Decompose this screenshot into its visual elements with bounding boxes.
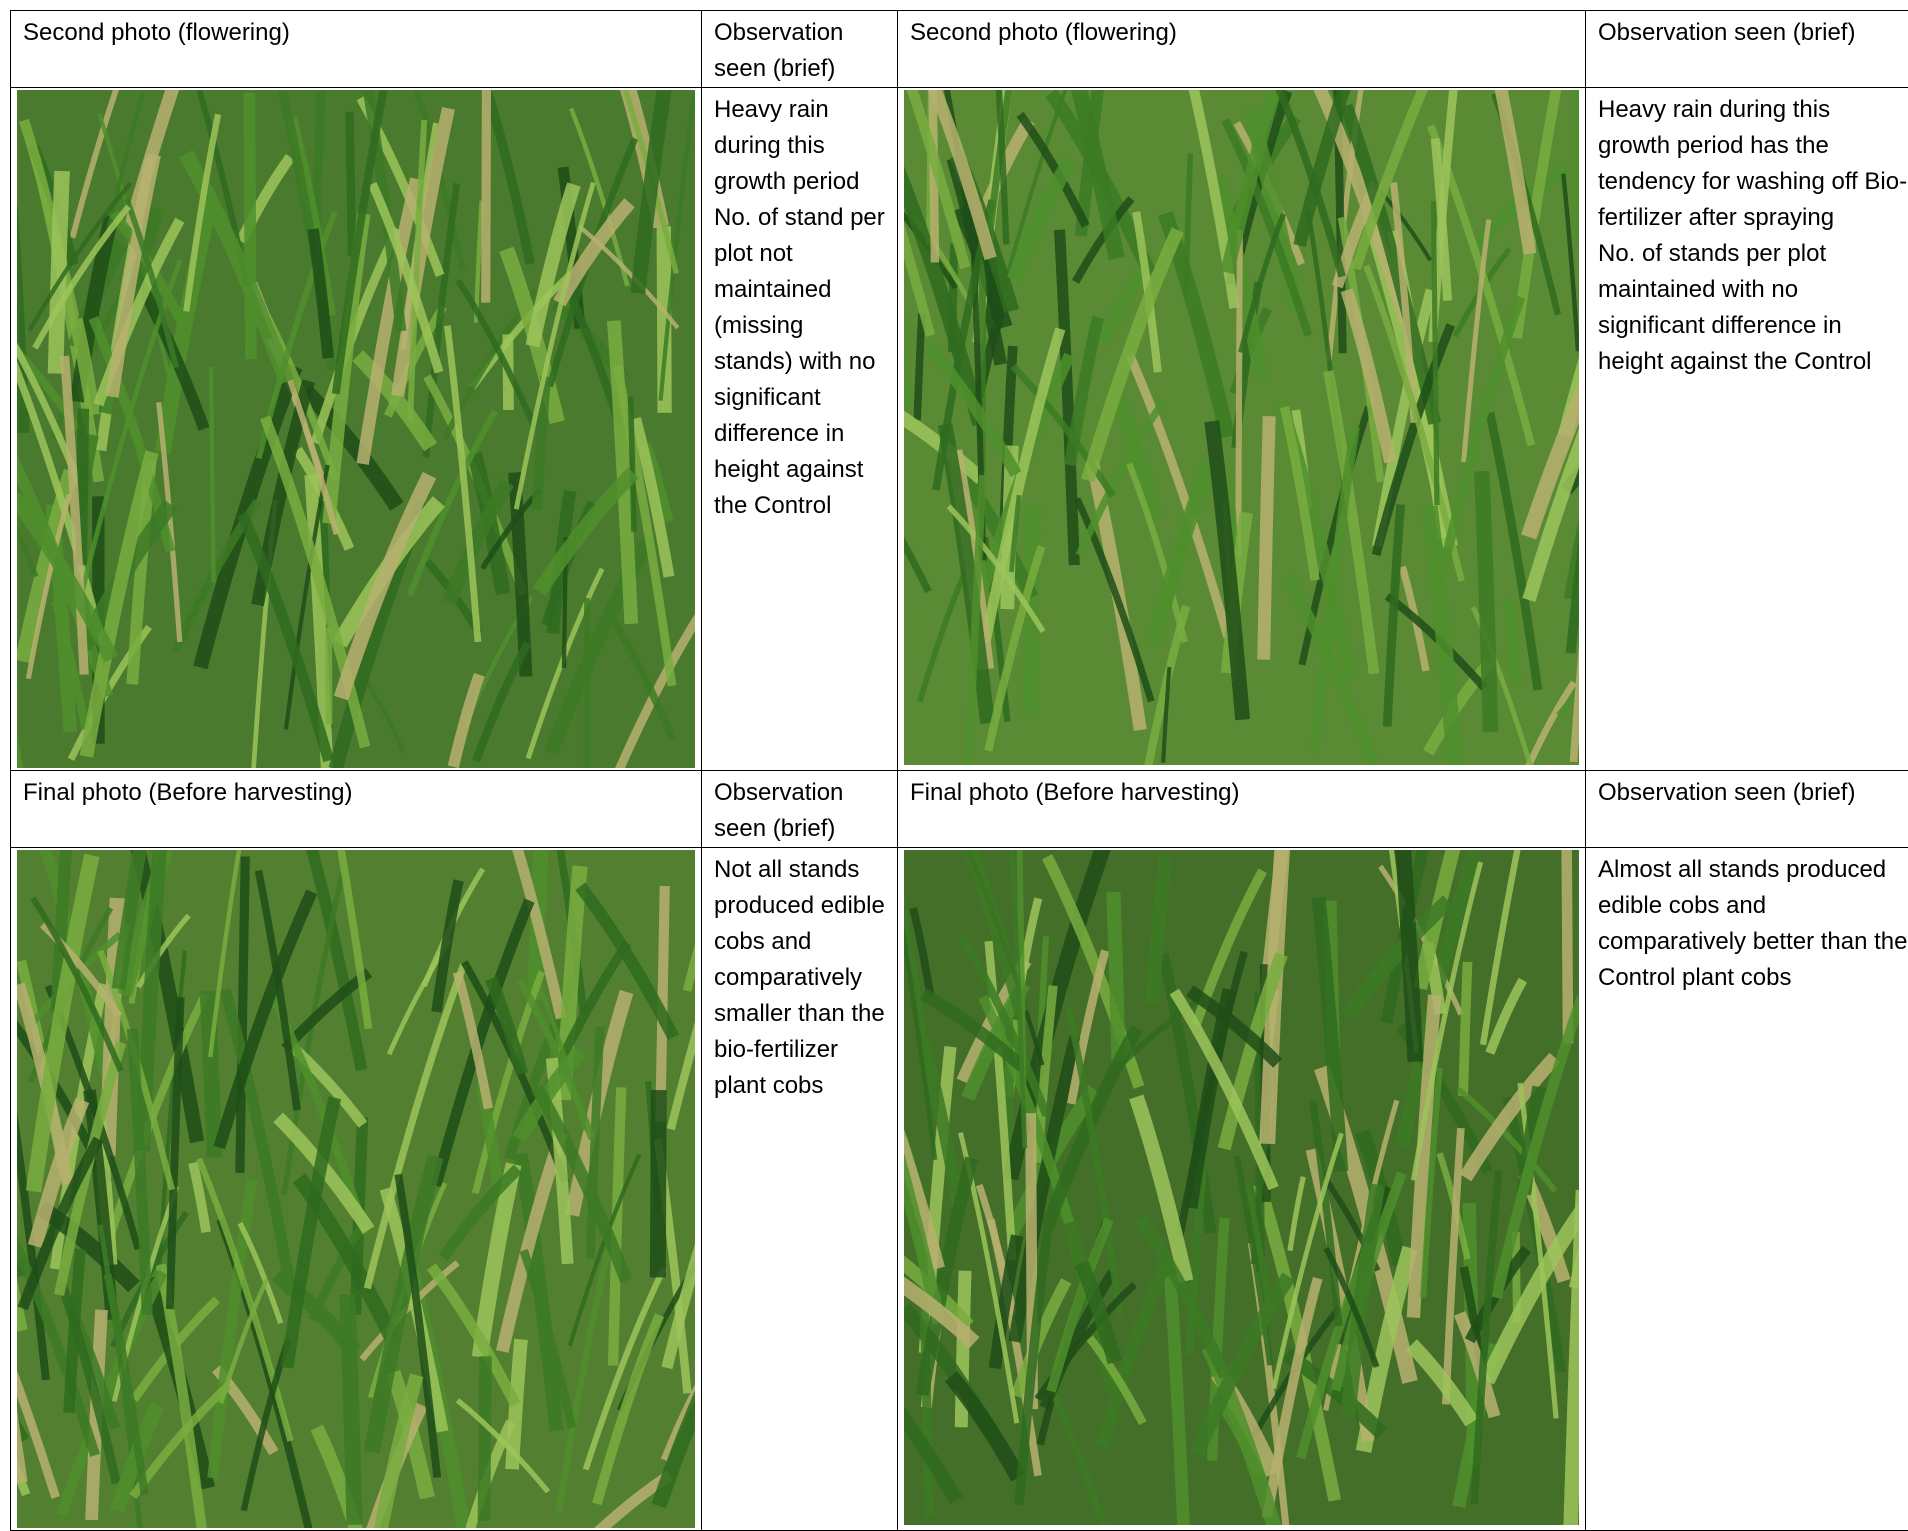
photo xyxy=(17,850,695,1528)
observation-cell: Almost all stands produced edible cobs a… xyxy=(1586,848,1908,1531)
header-cell: Second photo (flowering) xyxy=(898,11,1586,88)
header-cell: Observation seen (brief) xyxy=(1586,11,1908,88)
photo-cell xyxy=(898,848,1586,1531)
page: {"sections": [ {"headers": ["Second phot… xyxy=(0,0,1908,1243)
photo xyxy=(904,850,1579,1525)
observation-cell: Heavy rain during this growth period has… xyxy=(1586,88,1908,771)
photo xyxy=(17,90,695,768)
photo-cell xyxy=(898,88,1586,771)
observation-text: Heavy rain during this growth period has… xyxy=(1598,92,1908,236)
observation-text: No. of stand per plot not maintained (mi… xyxy=(714,200,885,524)
observation-text: No. of stands per plot maintained with n… xyxy=(1598,236,1908,380)
header-cell: Observation seen (brief) xyxy=(1586,771,1908,848)
observation-cell: Not all stands produced edible cobs and … xyxy=(702,848,898,1531)
photo-image xyxy=(904,850,1579,1525)
header-cell: Final photo (Before harvesting) xyxy=(898,771,1586,848)
photo-image xyxy=(904,90,1579,765)
header-cell: Final photo (Before harvesting) xyxy=(11,771,702,848)
content-row: Not all stands produced edible cobs and … xyxy=(11,848,1908,1531)
observation-text: Heavy rain during this growth period xyxy=(714,92,885,200)
photo xyxy=(904,90,1579,765)
header-row: Second photo (flowering)Observation seen… xyxy=(11,11,1908,88)
header-cell: Observation seen (brief) xyxy=(702,771,898,848)
observation-table: Second photo (flowering)Observation seen… xyxy=(10,10,1908,1531)
photo-cell xyxy=(11,848,702,1531)
photo-cell xyxy=(11,88,702,771)
header-cell: Observation seen (brief) xyxy=(702,11,898,88)
photo-image xyxy=(17,850,695,1528)
header-cell: Second photo (flowering) xyxy=(11,11,702,88)
header-row: Final photo (Before harvesting)Observati… xyxy=(11,771,1908,848)
photo-image xyxy=(17,90,695,768)
observation-text: Not all stands produced edible cobs and … xyxy=(714,852,885,1104)
observation-text: Almost all stands produced edible cobs a… xyxy=(1598,852,1908,996)
table-body: Second photo (flowering)Observation seen… xyxy=(11,11,1908,1531)
